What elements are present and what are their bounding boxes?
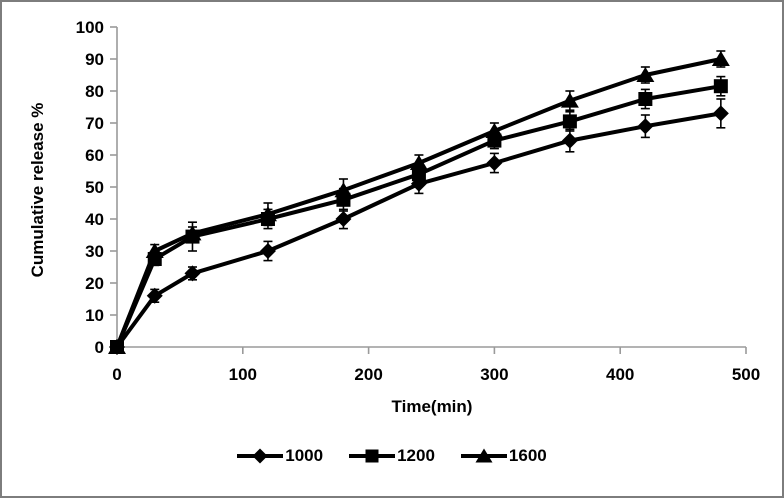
legend-label: 1000 [285, 446, 324, 465]
x-tick-label: 400 [606, 365, 634, 384]
triangle-marker [560, 92, 579, 108]
diamond-marker [335, 211, 352, 227]
legend-label: 1600 [508, 446, 547, 465]
y-tick-label: 40 [85, 210, 104, 229]
x-tick-label: 0 [112, 365, 121, 384]
triangle-marker [145, 243, 164, 258]
y-tick-label: 10 [85, 306, 104, 325]
triangle-marker [258, 206, 277, 222]
series-1000 [109, 98, 729, 355]
x-tick-label: 100 [229, 365, 257, 384]
triangle-marker [183, 225, 202, 241]
diamond-marker [259, 243, 276, 259]
diamond-marker [712, 105, 729, 122]
legend-item-1000: 1000 [237, 446, 323, 466]
triangle-marker [475, 448, 493, 463]
y-tick-label: 0 [95, 338, 104, 357]
legend-marker-diamond-icon [237, 448, 284, 464]
square-marker [365, 449, 379, 463]
y-tick-label: 50 [85, 178, 104, 197]
y-tick-label: 70 [85, 114, 104, 133]
triangle-marker [485, 123, 504, 138]
triangle-marker [711, 51, 730, 66]
triangle-marker [409, 155, 428, 170]
triangle-marker [334, 182, 353, 198]
y-tick-label: 100 [76, 18, 104, 37]
y-tick-label: 30 [85, 242, 104, 261]
x-tick-label: 500 [732, 365, 760, 384]
triangle-marker [108, 339, 126, 354]
x-tick-label: 300 [480, 365, 508, 384]
diamond-marker [486, 155, 503, 171]
square-marker [562, 114, 577, 129]
diamond-marker [184, 265, 201, 282]
x-axis-title: Time(min) [391, 397, 473, 416]
legend-item-1200: 1200 [349, 446, 435, 466]
x-tick-label: 200 [354, 365, 382, 384]
diamond-marker [252, 448, 268, 464]
y-axis-title: Cumulative release % [28, 102, 47, 278]
legend-item-1600: 1600 [460, 446, 547, 466]
diamond-marker [146, 287, 163, 304]
legend-marker-square-icon [349, 449, 396, 463]
y-tick-label: 20 [85, 274, 104, 293]
series-1200 [110, 75, 728, 354]
diamond-marker [561, 132, 578, 149]
diamond-marker [637, 118, 654, 135]
series-line [115, 111, 722, 349]
y-tick-label: 80 [85, 82, 104, 101]
square-marker [638, 92, 653, 106]
series-line [115, 57, 722, 348]
series-1600 [108, 50, 730, 354]
series-line [115, 84, 722, 348]
legend-marker-triangle-icon [460, 448, 507, 463]
y-tick-label: 90 [85, 50, 104, 69]
triangle-marker [636, 67, 655, 82]
y-tick-label: 60 [85, 146, 104, 165]
legend-label: 1200 [397, 446, 435, 465]
square-marker [713, 79, 728, 94]
chart-legend: 1000 1200 1600 [2, 446, 782, 466]
